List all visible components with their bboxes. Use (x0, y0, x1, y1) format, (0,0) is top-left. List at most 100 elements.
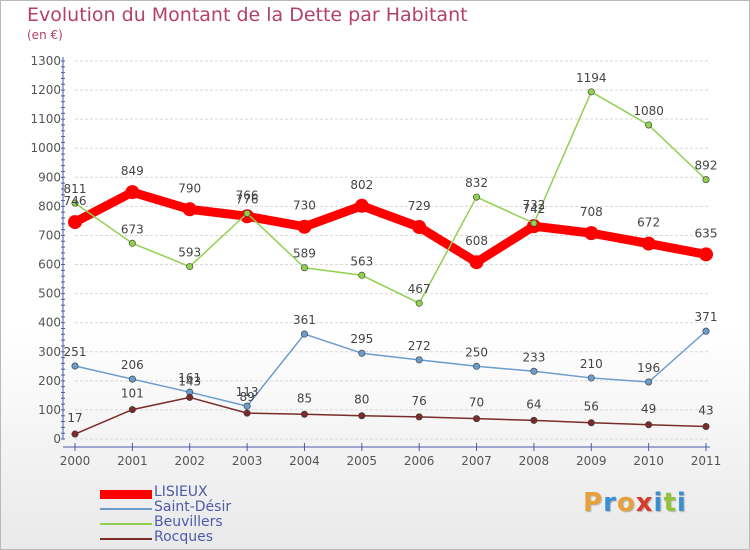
data-label: 233 (522, 350, 545, 364)
data-label: 76 (412, 394, 427, 408)
y-tick-label: 400 (38, 316, 61, 330)
legend-label: Saint-Désir (154, 499, 232, 515)
data-label: 56 (584, 400, 599, 414)
data-label: 295 (350, 332, 373, 346)
y-tick-label: 100 (38, 403, 61, 417)
data-point (186, 393, 194, 401)
data-point (243, 209, 251, 217)
legend-swatch (100, 538, 152, 540)
x-tick-label: 2010 (633, 454, 664, 468)
data-label: 635 (695, 226, 718, 240)
x-tick-label: 2002 (174, 454, 205, 468)
data-label: 802 (350, 178, 373, 192)
data-point (71, 362, 79, 370)
data-point (473, 193, 481, 201)
data-label: 49 (641, 402, 656, 416)
data-point (68, 215, 82, 230)
chart-title: Evolution du Montant de la Dette par Hab… (27, 4, 468, 26)
data-point (473, 362, 481, 370)
data-point (71, 199, 79, 207)
legend-label: LISIEUX (154, 484, 208, 500)
data-point (128, 239, 136, 247)
data-label: 1194 (576, 71, 607, 85)
x-tick-label: 2007 (461, 454, 492, 468)
data-point (182, 202, 197, 217)
data-label: 371 (695, 310, 718, 324)
data-label: 17 (67, 411, 82, 425)
data-label: 730 (293, 199, 316, 213)
data-label: 742 (522, 202, 545, 216)
data-label: 811 (64, 182, 87, 196)
data-label: 272 (408, 339, 431, 353)
x-tick-label: 2004 (289, 454, 320, 468)
data-point (71, 430, 79, 438)
data-label: 250 (465, 345, 488, 359)
data-label: 80 (354, 393, 369, 407)
data-point (415, 413, 423, 421)
data-label: 113 (236, 385, 259, 399)
data-point (473, 415, 481, 423)
data-label: 64 (526, 397, 541, 411)
y-tick-label: 300 (38, 345, 61, 359)
data-point (358, 349, 366, 357)
data-label: 43 (698, 403, 713, 417)
data-point (243, 402, 251, 410)
data-point (587, 374, 595, 382)
data-label: 563 (350, 254, 373, 268)
data-label: 776 (236, 192, 259, 206)
data-point (358, 271, 366, 279)
y-tick-label: 1000 (30, 141, 61, 155)
logo-letter: r (603, 488, 617, 518)
logo-letter: t (663, 488, 677, 518)
data-point (128, 375, 136, 383)
logo-letter: o (616, 488, 636, 518)
y-tick-label: 1100 (30, 112, 61, 126)
y-tick-label: 800 (38, 199, 61, 213)
x-tick-label: 2000 (60, 454, 91, 468)
data-point (243, 409, 251, 417)
data-label: 143 (178, 374, 201, 388)
x-tick-label: 2003 (232, 454, 263, 468)
data-point (699, 247, 713, 262)
data-point (412, 220, 427, 235)
data-label: 766 (236, 188, 259, 202)
data-label: 673 (121, 222, 144, 236)
data-label: 746 (64, 194, 87, 208)
logo-letter: P (583, 488, 604, 518)
x-tick-label: 2009 (576, 454, 607, 468)
data-label: 210 (580, 357, 603, 371)
series-line-saint-désir (74, 330, 707, 407)
legend-swatch (100, 489, 152, 499)
x-tick-label: 2011 (691, 454, 722, 468)
data-point (702, 176, 710, 184)
data-point (297, 219, 312, 234)
data-label: 70 (469, 396, 484, 410)
x-tick-label: 2008 (519, 454, 550, 468)
data-label: 593 (178, 246, 201, 260)
data-label: 849 (121, 164, 144, 178)
y-tick-label: 1200 (30, 83, 61, 97)
data-label: 251 (64, 345, 87, 359)
y-tick-label: 900 (38, 170, 61, 184)
data-label: 832 (465, 176, 488, 190)
y-tick-label: 0 (53, 432, 61, 446)
y-tick-label: 500 (38, 287, 61, 301)
data-point (587, 419, 595, 427)
data-point (469, 255, 484, 270)
data-point (415, 299, 423, 307)
data-point (125, 185, 140, 200)
proxiti-logo: Proxiti (583, 488, 687, 518)
data-point (358, 412, 366, 420)
legend-label: Rocques (154, 529, 214, 545)
data-point (645, 121, 653, 129)
data-label: 89 (239, 390, 254, 404)
logo-letter: i (653, 488, 664, 518)
legend-swatch (100, 523, 152, 525)
series-line-lisieux (70, 187, 711, 267)
x-tick-label: 2006 (404, 454, 435, 468)
x-tick-label: 2001 (117, 454, 148, 468)
data-point (300, 410, 308, 418)
data-label: 1080 (633, 104, 664, 118)
